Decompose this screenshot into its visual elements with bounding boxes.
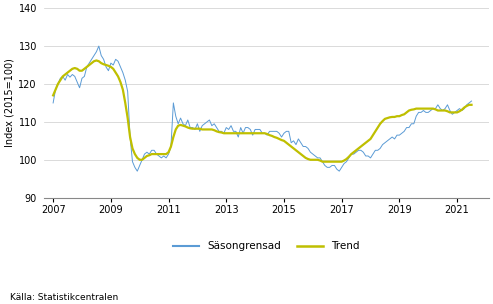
Y-axis label: Index (2015=100): Index (2015=100) — [4, 58, 14, 147]
Legend: Säsongrensad, Trend: Säsongrensad, Trend — [169, 237, 364, 255]
Text: Källa: Statistikcentralen: Källa: Statistikcentralen — [10, 293, 118, 302]
